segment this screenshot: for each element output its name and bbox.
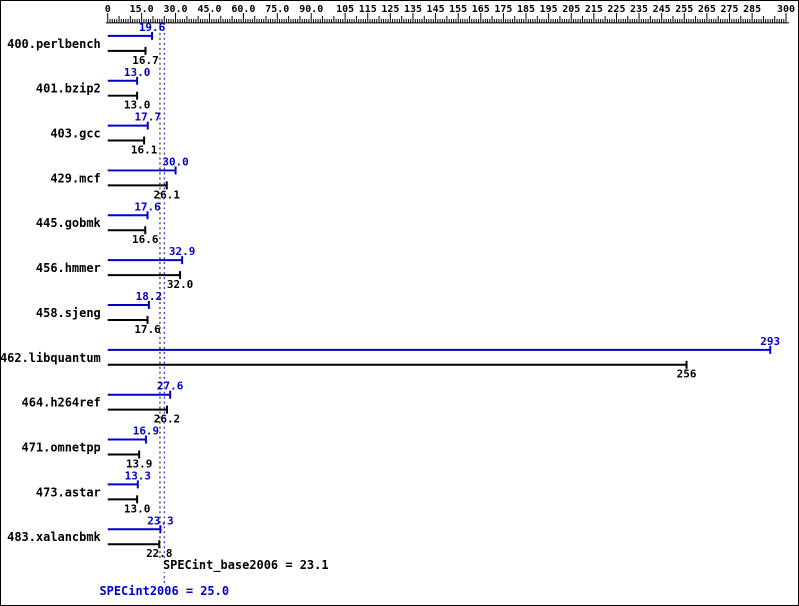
benchmark-label: 403.gcc [50, 127, 100, 141]
base-value-label: 17.6 [134, 323, 160, 336]
axis-tick-label: 255 [675, 4, 693, 15]
base-value-label: 16.1 [131, 143, 158, 156]
peak-value-label: 13.3 [125, 469, 151, 482]
axis-tick-label: 205 [562, 4, 580, 15]
axis-tick-label: 225 [607, 4, 625, 15]
benchmark-label: 471.omnetpp [22, 441, 101, 455]
base-value-label: 32.0 [167, 278, 193, 291]
axis-tick-label: 15.0 [130, 4, 154, 15]
base-value-label: 22.8 [146, 547, 172, 560]
axis-tick-label: 215 [585, 4, 603, 15]
benchmark-label: 456.hmmer [36, 261, 101, 275]
base-value-label: 13.9 [126, 457, 152, 470]
mean-label-background [160, 558, 333, 573]
axis-tick-label: 155 [449, 4, 467, 15]
axis-tick-label: 115 [359, 4, 377, 15]
axis-tick-label: 285 [743, 4, 761, 15]
axis-tick-label: 105 [336, 4, 354, 15]
peak-value-label: 13.0 [124, 66, 150, 79]
benchmark-label: 429.mcf [50, 171, 100, 185]
peak-value-label: 17.6 [134, 200, 160, 213]
peak-value-label: 32.9 [169, 245, 195, 258]
axis-tick-label: 90.0 [299, 4, 323, 15]
peak-value-label: 27.6 [157, 380, 183, 393]
axis-tick-label: 175 [494, 4, 512, 15]
axis-tick-label: 275 [720, 4, 738, 15]
axis-tick-label: 165 [472, 4, 490, 15]
axis-tick-label: 125 [381, 4, 399, 15]
peak-value-label: 293 [760, 335, 780, 348]
axis-tick-label: 265 [698, 4, 716, 15]
benchmark-label: 400.perlbench [7, 37, 101, 51]
peak-value-label: 17.7 [135, 111, 161, 124]
axis-tick-label: 235 [630, 4, 648, 15]
mean-label-peak: SPECint2006 = 25.0 [99, 584, 229, 598]
peak-value-label: 19.6 [139, 21, 165, 34]
base-value-label: 256 [677, 368, 697, 381]
base-value-label: 16.6 [132, 233, 158, 246]
base-value-label: 13.0 [124, 502, 150, 515]
benchmark-label: 483.xalancbmk [7, 530, 101, 544]
axis-tick-label: 135 [404, 4, 422, 15]
axis-tick-label: 245 [653, 4, 671, 15]
peak-value-label: 23.3 [147, 514, 173, 527]
benchmark-label: 473.astar [36, 485, 101, 499]
axis-tick-label: 75.0 [265, 4, 289, 15]
benchmark-label: 445.gobmk [36, 216, 101, 230]
axis-tick-label: 60.0 [231, 4, 255, 15]
peak-value-label: 16.9 [133, 425, 159, 438]
axis-tick-label: 300 [777, 4, 795, 15]
benchmark-label: 458.sjeng [36, 306, 101, 320]
peak-value-label: 18.2 [136, 290, 162, 303]
peak-value-label: 30.0 [162, 155, 188, 168]
axis-tick-label: 45.0 [197, 4, 221, 15]
axis-tick-label: 195 [540, 4, 558, 15]
benchmark-label: 401.bzip2 [36, 82, 101, 96]
benchmark-label: 464.h264ref [22, 396, 101, 410]
axis-tick-label: 145 [427, 4, 445, 15]
axis-tick-label: 185 [517, 4, 535, 15]
axis-tick-label: 30.0 [164, 4, 188, 15]
benchmark-label: 462.libquantum [1, 351, 101, 365]
mean-label-base: SPECint_base2006 = 23.1 [163, 558, 329, 573]
axis-tick-label: 0 [105, 4, 111, 15]
base-value-label: 13.0 [124, 99, 150, 112]
base-value-label: 16.7 [132, 54, 158, 67]
